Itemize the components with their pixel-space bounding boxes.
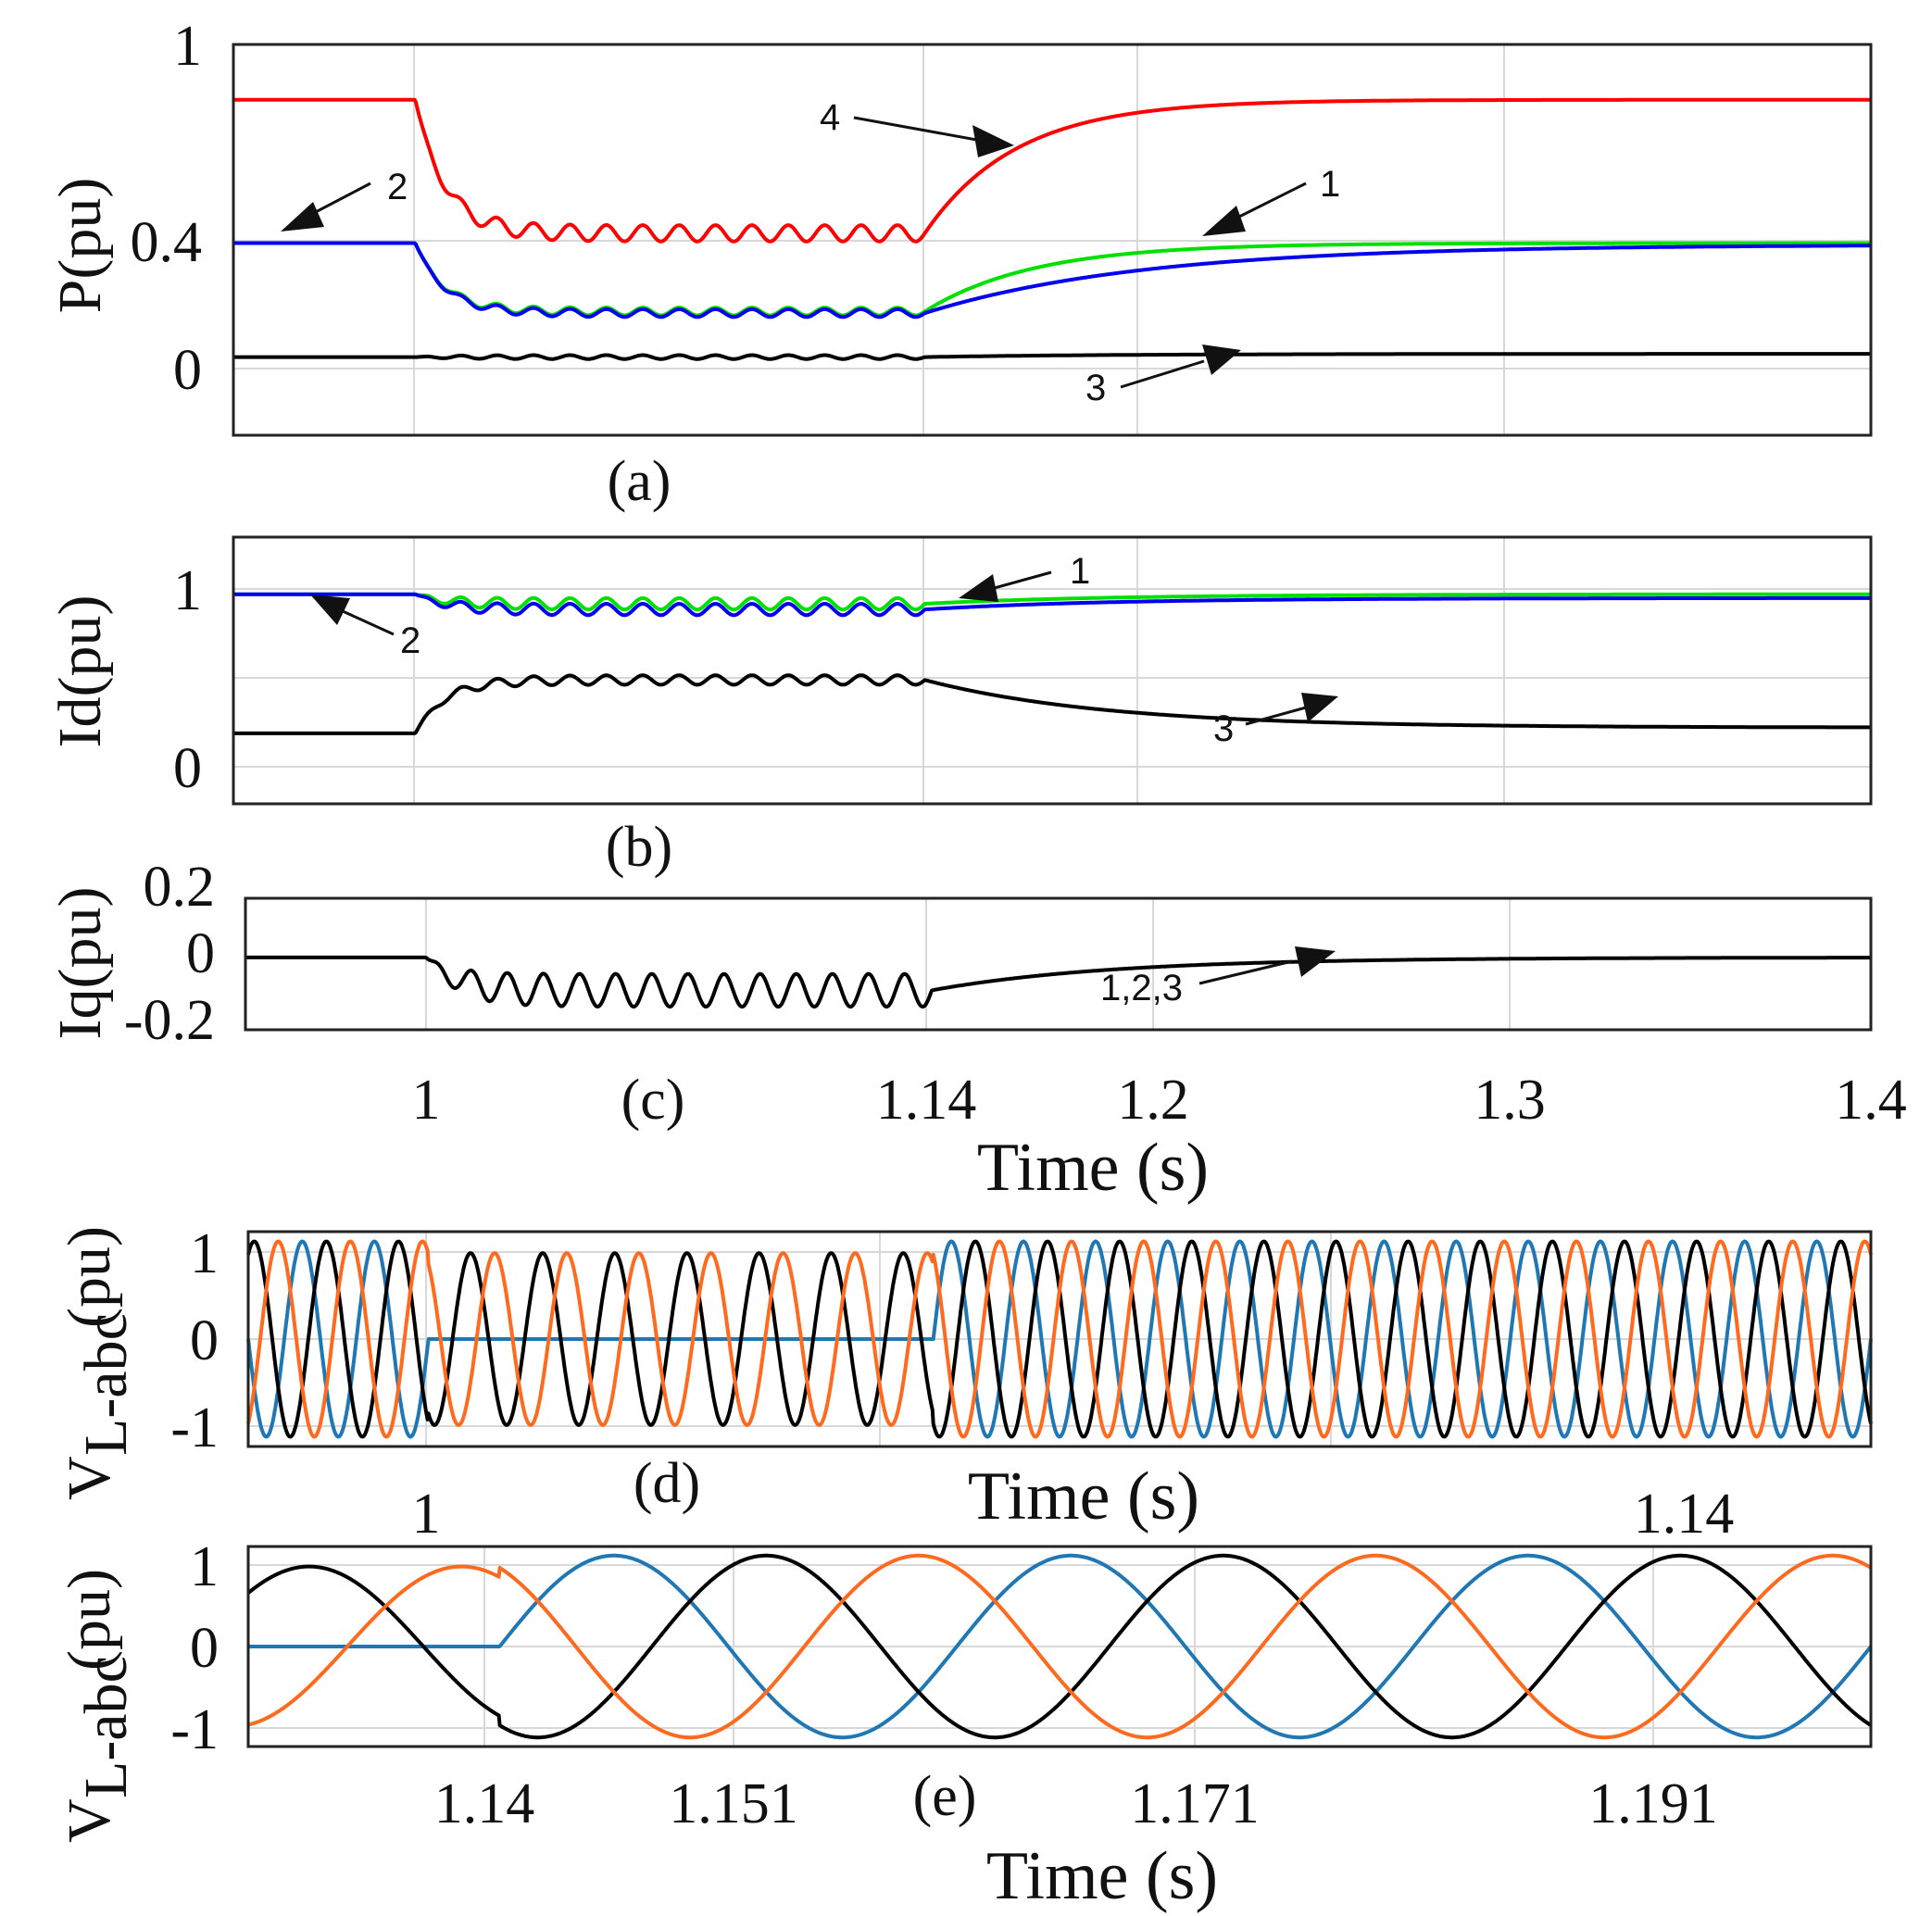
panel-a-ytick-04: 0.4 [131, 211, 203, 274]
panel-d-ytick-m1: -1 [170, 1396, 219, 1459]
series-b-1 [232, 592, 1872, 612]
panel-e-xtick-1171: 1.171 [1130, 1772, 1260, 1835]
panel-a-ylabel: P(pu) [46, 178, 114, 314]
annotation-label-3: 3 [1213, 708, 1234, 749]
panel-a-annotation-1: 1 [1202, 164, 1340, 236]
panel-b-ylabel: Id(pu) [46, 595, 114, 748]
series-b-2 [232, 592, 1872, 618]
panel-d-xtick-114: 1.14 [1634, 1483, 1735, 1546]
panel-a-ytick-1: 1 [173, 15, 202, 78]
annotation-label-3: 3 [1085, 368, 1106, 408]
panel-b-ytick-1: 1 [173, 559, 202, 622]
panel-c-annotation-123: 1,2,3 [1100, 946, 1336, 1008]
panel-e-ytick-0: 0 [190, 1617, 219, 1680]
panel-e-ytick-1: 1 [190, 1535, 219, 1598]
series-a-2 [232, 241, 1872, 319]
annotation-label-123: 1,2,3 [1100, 968, 1183, 1008]
panel-a-ytick-0: 0 [173, 339, 202, 402]
panel-e-xtick-1151: 1.151 [669, 1772, 798, 1835]
panel-d-ylabel-main: V [56, 1456, 123, 1500]
panel-e-ylabel-main: V [56, 1798, 123, 1843]
series-a-4 [232, 97, 1872, 244]
panel-c-xlabel: Time (s) [977, 1130, 1209, 1206]
panel-e-ylabel-sub: L-abc [72, 1656, 140, 1798]
panel-d-ytick-1: 1 [190, 1222, 219, 1285]
series-a-3 [232, 352, 1872, 361]
panel-a: 1 0.4 0 P(pu) (a) 4 1 2 3 [46, 15, 1873, 513]
panel-d: 1 0 -1 V L-abc (pu) (d) Time (s) 1 1.14 [56, 1222, 1873, 1546]
panel-e-ylabel-unit: (pu) [56, 1569, 123, 1671]
annotation-label-1: 1 [1070, 551, 1090, 592]
panel-d-ylabel: V L-abc (pu) [56, 1226, 140, 1500]
panel-e-ylabel: V L-abc (pu) [56, 1569, 140, 1843]
panel-e-traces [246, 1553, 1873, 1740]
annotation-label-1: 1 [1320, 164, 1340, 205]
panel-b: 1 0 Id(pu) (b) 1 2 3 [46, 535, 1873, 879]
panel-d-xlabel: Time (s) [968, 1459, 1199, 1534]
panel-d-traces [246, 1239, 1873, 1439]
panel-d-caption: (d) [634, 1452, 700, 1515]
panel-e-ytick-m1: -1 [170, 1698, 219, 1761]
panel-e: 1 0 -1 V L-abc (pu) 1.14 1.151 1.171 1.1… [56, 1535, 1873, 1914]
panel-d-ylabel-sub: L-abc [72, 1313, 140, 1456]
panel-c-ylabel: Iq(pu) [46, 887, 114, 1040]
panel-c-ytick-m02: -0.2 [124, 989, 215, 1052]
panel-a-annotation-3: 3 [1085, 344, 1241, 408]
panel-c-traces [245, 955, 1872, 1009]
annotation-label-4: 4 [820, 97, 840, 138]
panel-c-caption: (c) [621, 1069, 685, 1132]
series-e-phase-b [246, 1553, 1873, 1740]
panel-a-frame [232, 43, 1873, 437]
panel-b-caption: (b) [606, 816, 672, 879]
series-e-phase-c [247, 1553, 1873, 1740]
annotation-label-2: 2 [400, 620, 420, 661]
panel-c-xtick-114: 1.14 [876, 1069, 977, 1132]
panel-e-caption: (e) [913, 1765, 977, 1828]
panel-c-xtick-14: 1.4 [1835, 1069, 1907, 1132]
annotation-label-2: 2 [387, 167, 408, 207]
panel-b-annotation-3: 3 [1213, 693, 1338, 749]
panel-d-ytick-0: 0 [190, 1309, 219, 1372]
panel-e-xtick-114: 1.14 [434, 1772, 535, 1835]
panel-b-annotation-1: 1 [959, 551, 1090, 602]
panel-e-frame [246, 1545, 1873, 1748]
panel-c-xtick-12: 1.2 [1117, 1069, 1189, 1132]
panel-b-traces [232, 592, 1872, 735]
panel-b-frame [232, 535, 1873, 806]
panel-b-annotation-2: 2 [310, 595, 420, 661]
series-d-phase-a [246, 1239, 1873, 1439]
panel-a-annotation-4: 4 [820, 97, 1014, 157]
panel-c: 0.2 0 -0.2 Iq(pu) 1 1.14 1.2 1.3 1.4 (c)… [46, 856, 1907, 1206]
panel-c-frame [244, 896, 1873, 1032]
panel-d-frame [246, 1230, 1873, 1448]
series-a-1 [232, 241, 1872, 318]
panel-d-xtick-1: 1 [412, 1483, 441, 1546]
panel-e-xlabel: Time (s) [986, 1838, 1218, 1914]
panel-a-annotation-2: 2 [281, 167, 408, 232]
panel-a-caption: (a) [608, 450, 671, 513]
panel-a-traces [232, 97, 1872, 361]
series-c-123 [245, 955, 1872, 1009]
panel-c-ytick-02: 0.2 [144, 856, 216, 919]
series-d-phase-c [246, 1239, 1873, 1439]
series-b-3 [232, 673, 1872, 735]
panel-b-ytick-0: 0 [173, 737, 202, 800]
panel-e-xtick-1191: 1.191 [1588, 1772, 1718, 1835]
panel-c-xtick-13: 1.3 [1474, 1069, 1546, 1132]
panel-c-xtick-1: 1 [412, 1069, 441, 1132]
panel-d-ylabel-unit: (pu) [56, 1226, 123, 1328]
panel-c-ytick-0: 0 [186, 922, 215, 985]
series-e-phase-a [247, 1553, 1873, 1740]
